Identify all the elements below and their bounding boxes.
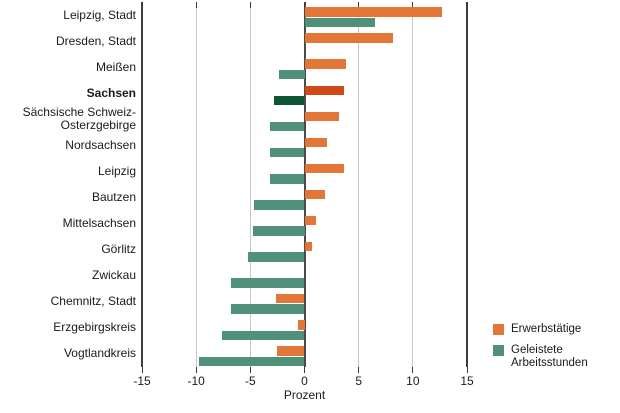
bar-erwerbstatige-vogtlandkreis: [277, 346, 305, 356]
gridline--15: [141, 2, 143, 367]
legend-item-erwerbstatige: Erwerbstätige: [493, 323, 603, 337]
plot-area: [141, 2, 468, 373]
category-label-bautzen: Bautzen: [91, 190, 136, 205]
bar-geleistete-arbeitsstunden-vogtlandkreis: [199, 356, 305, 367]
legend-item-geleistete-arbeitsstunden: Geleistete Arbeitsstunden: [493, 344, 603, 371]
x-tick-label--15: -15: [133, 374, 151, 388]
category-label-leipzig-stadt: Leipzig, Stadt: [63, 7, 136, 22]
gridline-5: [358, 2, 360, 367]
x-tick-bottom-15: [466, 367, 468, 373]
gridline--5: [249, 2, 251, 367]
x-tick-bottom--15: [141, 367, 143, 373]
x-tick-label-5: 5: [355, 374, 362, 388]
gridline-0: [303, 2, 306, 367]
x-tick-label--10: -10: [187, 374, 205, 388]
bar-geleistete-arbeitsstunden-sachsen: [274, 95, 305, 106]
bar-erwerbstatige-meissen: [304, 59, 346, 69]
category-label-zwickau: Zwickau: [91, 268, 136, 283]
x-tick-label--5: -5: [244, 374, 256, 388]
x-tick-label-0: 0: [301, 374, 308, 388]
x-tick-top--15: [141, 2, 143, 8]
category-label-sachsen: Sachsen: [86, 85, 136, 100]
bar-geleistete-arbeitsstunden-gorlitz: [248, 252, 305, 262]
bar-erwerbstatige-mittelsachsen: [304, 215, 317, 226]
bar-geleistete-arbeitsstunden-leipzig: [269, 174, 305, 184]
bar-geleistete-arbeitsstunden-zwickau: [230, 278, 305, 288]
bar-geleistete-arbeitsstunden-mittelsachsen: [252, 226, 305, 236]
bar-erwerbstatige-nordsachsen: [304, 137, 328, 148]
x-tick-top--10: [195, 2, 197, 8]
legend-swatch-geleistete-arbeitsstunden: [493, 344, 504, 356]
bar-erwerbstatige-bautzen: [304, 189, 326, 200]
legend-label-erwerbstatige: Erwerbstätige: [511, 323, 582, 335]
bar-geleistete-arbeitsstunden-sachsische-schweiz: [269, 121, 305, 132]
gridline-10: [412, 2, 414, 367]
category-label-gorlitz: Görlitz: [101, 242, 136, 257]
category-label-meissen: Meißen: [95, 59, 136, 74]
category-label-dresden-stadt: Dresden, Stadt: [55, 33, 136, 48]
category-label-sachsische-schweiz: Sächsische Schweiz- Osterzgebirge: [22, 105, 136, 133]
category-label-erzgebirgskreis: Erzgebirgskreis: [53, 320, 136, 335]
x-tick-label-15: 15: [460, 374, 474, 388]
bar-geleistete-arbeitsstunden-nordsachsen: [269, 148, 305, 158]
category-label-chemnitz-stadt: Chemnitz, Stadt: [50, 294, 136, 309]
bar-geleistete-arbeitsstunden-meissen: [278, 69, 305, 80]
x-tick-top--5: [249, 2, 251, 8]
gridline-15: [466, 2, 468, 367]
category-label-nordsachsen: Nordsachsen: [65, 137, 136, 152]
x-tick-top-10: [412, 2, 414, 8]
x-tick-top-5: [358, 2, 360, 8]
legend-label-geleistete-arbeitsstunden: Geleistete Arbeitsstunden: [511, 343, 588, 370]
bar-geleistete-arbeitsstunden-erzgebirgskreis: [222, 330, 305, 340]
bar-geleistete-arbeitsstunden-leipzig-stadt: [304, 17, 375, 28]
category-label-leipzig: Leipzig: [97, 163, 136, 178]
bar-erwerbstatige-leipzig-stadt: [304, 7, 443, 17]
bar-erwerbstatige-sachsische-schweiz: [304, 111, 340, 121]
x-tick-bottom--5: [249, 367, 251, 373]
x-tick-label-10: 10: [406, 374, 420, 388]
gridline--10: [195, 2, 197, 367]
x-tick-bottom-0: [304, 367, 305, 373]
x-tick-top-0: [304, 2, 305, 8]
bar-erwerbstatige-sachsen: [304, 85, 344, 95]
bar-erwerbstatige-chemnitz-stadt: [276, 294, 305, 304]
category-label-mittelsachsen: Mittelsachsen: [62, 216, 136, 231]
x-tick-bottom-10: [412, 367, 414, 373]
bar-erwerbstatige-dresden-stadt: [304, 33, 394, 43]
legend: Erwerbstätige Geleistete Arbeitsstunden: [493, 323, 603, 371]
bar-erwerbstatige-gorlitz: [304, 241, 313, 252]
bar-erwerbstatige-leipzig: [304, 163, 344, 174]
legend-swatch-erwerbstatige: [493, 324, 504, 335]
x-tick-bottom--10: [195, 367, 197, 373]
bar-erwerbstatige-erzgebirgskreis: [298, 320, 305, 330]
bar-geleistete-arbeitsstunden-bautzen: [253, 200, 305, 210]
x-tick-bottom-5: [358, 367, 360, 373]
category-label-vogtlandkreis: Vogtlandkreis: [63, 346, 136, 361]
x-axis-title: Prozent: [283, 388, 326, 402]
bar-geleistete-arbeitsstunden-chemnitz-stadt: [230, 304, 305, 314]
x-tick-top-15: [466, 2, 468, 8]
